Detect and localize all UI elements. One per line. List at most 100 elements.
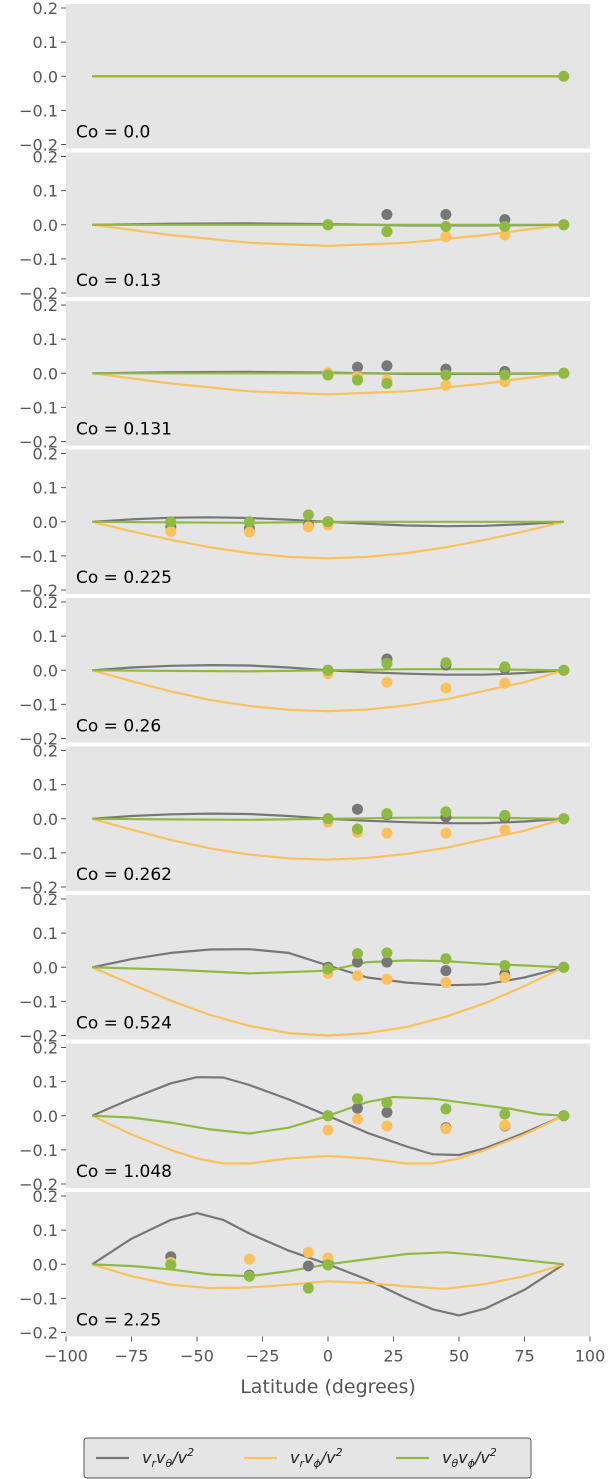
data-point-rp bbox=[440, 977, 452, 989]
x-tick-label: 75 bbox=[514, 1347, 534, 1366]
y-tick-label: −0.1 bbox=[19, 1289, 58, 1308]
y-tick-label: −0.2 bbox=[19, 1175, 58, 1194]
panel-5: 0.2 0.1 0.0 −0.1 −0.2 Co = 0.262 bbox=[19, 742, 590, 897]
data-point-rt bbox=[381, 1106, 393, 1118]
data-point-rp bbox=[499, 229, 511, 241]
data-point-tp bbox=[558, 70, 570, 82]
panel-1: 0.2 0.1 0.0 −0.1 −0.2 Co = 0.13 bbox=[19, 148, 590, 303]
x-tick-label: 50 bbox=[449, 1347, 469, 1366]
data-point-rt bbox=[302, 1260, 314, 1272]
data-point-tp bbox=[165, 1259, 177, 1271]
x-tick-label: −50 bbox=[180, 1347, 214, 1366]
data-point-tp bbox=[381, 808, 393, 820]
y-tick-label: 0.1 bbox=[33, 182, 58, 201]
x-tick-label: 100 bbox=[575, 1347, 606, 1366]
panel-label: Co = 0.26 bbox=[76, 717, 161, 737]
panel-label: Co = 0.225 bbox=[76, 568, 172, 588]
data-point-rp bbox=[302, 1246, 314, 1258]
y-tick-label: 0.2 bbox=[33, 890, 58, 909]
legend-label: vrvϕ/v2 bbox=[290, 1446, 343, 1470]
data-point-tp bbox=[558, 367, 570, 379]
data-point-tp bbox=[499, 1108, 511, 1120]
data-point-rt bbox=[351, 956, 363, 968]
y-tick-label: 0.2 bbox=[33, 148, 58, 167]
data-point-tp bbox=[381, 1097, 393, 1109]
panel-8: 0.2 0.1 0.0 −0.1 −0.2 Co = 2.25 bbox=[19, 1187, 590, 1343]
y-tick-label: 0.2 bbox=[33, 593, 58, 612]
data-point-tp bbox=[558, 219, 570, 231]
y-tick-label: 0.1 bbox=[33, 330, 58, 349]
legend-entry-rt: vrvθ/v2 bbox=[96, 1446, 194, 1470]
data-point-tp bbox=[558, 961, 570, 973]
data-point-tp bbox=[322, 963, 334, 975]
panel-label: Co = 2.25 bbox=[76, 1311, 161, 1331]
data-point-rp bbox=[322, 1124, 334, 1136]
x-tick-label: 0 bbox=[323, 1347, 333, 1366]
y-tick-label: −0.2 bbox=[19, 1324, 58, 1343]
data-point-rt bbox=[351, 1102, 363, 1114]
y-tick-label: −0.2 bbox=[19, 433, 58, 452]
data-point-tp bbox=[322, 1110, 334, 1122]
y-tick-label: −0.1 bbox=[19, 695, 58, 714]
data-point-tp bbox=[558, 813, 570, 825]
series-line-rp bbox=[91, 966, 565, 1037]
y-tick-label: 0.0 bbox=[33, 661, 58, 680]
data-point-tp bbox=[351, 1093, 363, 1105]
data-point-tp bbox=[381, 377, 393, 389]
series-line-tp bbox=[92, 1095, 564, 1135]
data-point-tp bbox=[351, 374, 363, 386]
y-tick-label: 0.0 bbox=[33, 958, 58, 977]
y-tick-label: −0.1 bbox=[19, 844, 58, 863]
series-line-rp bbox=[92, 372, 564, 396]
data-point-rp bbox=[351, 970, 363, 982]
data-point-tp bbox=[558, 664, 570, 676]
panel-label: Co = 0.262 bbox=[76, 865, 172, 885]
y-tick-label: 0.0 bbox=[33, 513, 58, 532]
data-point-tp bbox=[440, 953, 452, 965]
data-point-rp bbox=[440, 231, 452, 243]
y-tick-label: 0.0 bbox=[33, 810, 58, 829]
data-point-tp bbox=[322, 219, 334, 231]
data-point-tp bbox=[322, 813, 334, 825]
data-point-tp bbox=[381, 947, 393, 959]
y-tick-label: 0.0 bbox=[33, 364, 58, 383]
data-point-tp bbox=[322, 369, 334, 381]
y-tick-label: −0.1 bbox=[19, 1141, 58, 1160]
series-line-rp bbox=[91, 817, 565, 861]
data-point-rp bbox=[381, 827, 393, 839]
y-tick-label: −0.2 bbox=[19, 1027, 58, 1046]
data-point-rp bbox=[165, 525, 177, 537]
data-point-rt bbox=[381, 360, 393, 372]
data-point-tp bbox=[322, 664, 334, 676]
y-tick-label: 0.2 bbox=[33, 445, 58, 464]
series-line-rp bbox=[91, 520, 565, 560]
y-tick-label: 0.1 bbox=[33, 1073, 58, 1092]
data-point-tp bbox=[243, 516, 255, 528]
y-tick-label: −0.1 bbox=[19, 101, 58, 120]
y-tick-label: 0.0 bbox=[33, 1107, 58, 1126]
data-point-tp bbox=[499, 369, 511, 381]
y-tick-label: −0.1 bbox=[19, 250, 58, 269]
data-point-rp bbox=[381, 973, 393, 985]
data-point-rp bbox=[440, 1123, 452, 1135]
data-point-tp bbox=[499, 960, 511, 972]
data-point-rt bbox=[381, 956, 393, 968]
panel-label: Co = 0.0 bbox=[76, 123, 150, 143]
y-tick-label: 0.1 bbox=[33, 33, 58, 52]
x-tick-label: −100 bbox=[44, 1347, 88, 1366]
data-point-tp bbox=[302, 1282, 314, 1294]
y-tick-label: 0.0 bbox=[33, 216, 58, 235]
x-axis-title: Latitude (degrees) bbox=[240, 1376, 416, 1398]
data-point-rt bbox=[351, 361, 363, 373]
y-tick-label: 0.2 bbox=[33, 742, 58, 761]
series-line-rp bbox=[91, 669, 565, 713]
series-line-rp bbox=[92, 223, 564, 247]
panel-4: 0.2 0.1 0.0 −0.1 −0.2 Co = 0.26 bbox=[19, 593, 590, 749]
x-tick-label: −75 bbox=[115, 1347, 149, 1366]
x-tick-label: 25 bbox=[383, 1347, 403, 1366]
data-point-rp bbox=[440, 682, 452, 694]
y-tick-label: −0.2 bbox=[19, 284, 58, 303]
panel-0: 0.2 0.1 0.0 −0.1 −0.2 Co = 0.0 bbox=[19, 0, 590, 155]
y-tick-label: −0.2 bbox=[19, 730, 58, 749]
chart-panels: 0.2 0.1 0.0 −0.1 −0.2 Co = 0.0 0.2 0.1 0.0 −0.1 −0… bbox=[19, 0, 590, 1343]
